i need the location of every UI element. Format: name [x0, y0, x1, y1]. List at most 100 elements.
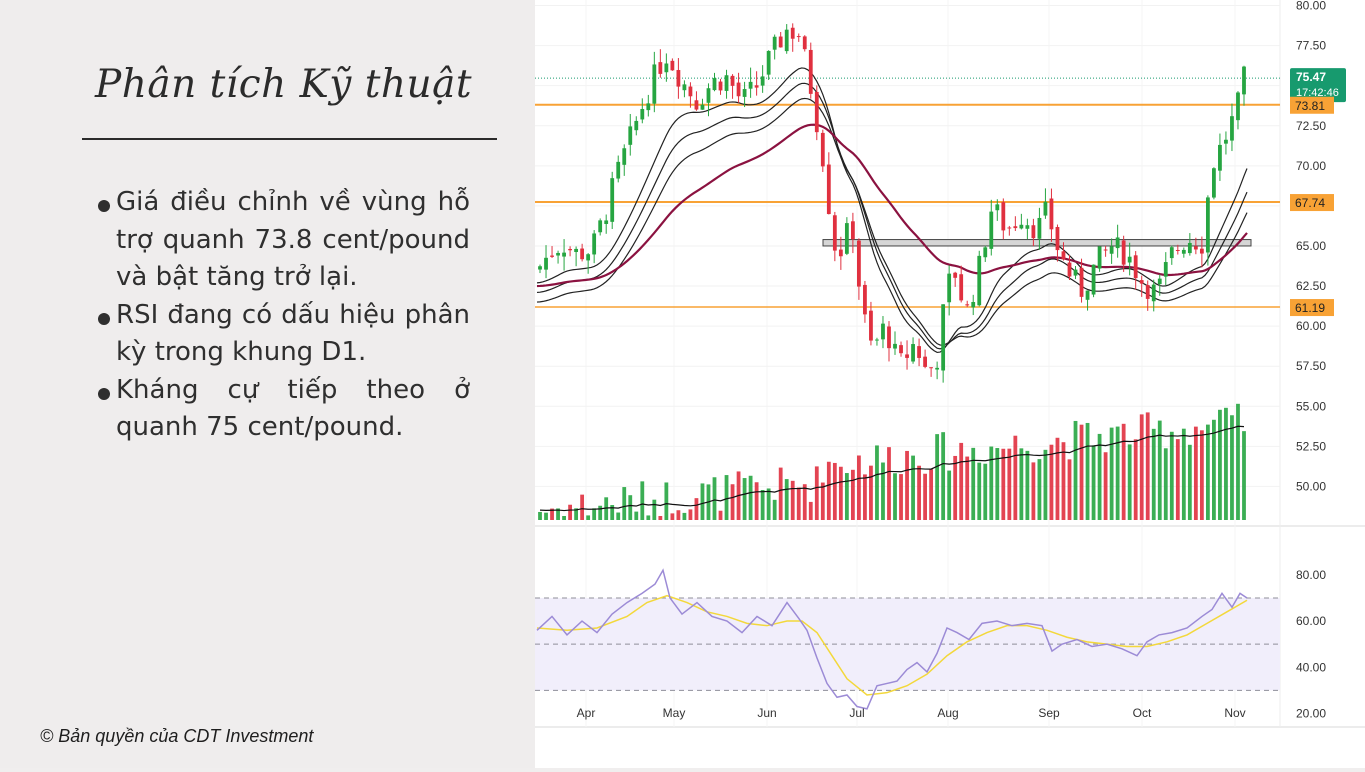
candle-body [887, 326, 891, 349]
candle-body [947, 273, 952, 303]
candle-body [971, 301, 976, 308]
volume-bar [1055, 437, 1060, 520]
volume-bar [863, 474, 867, 520]
price-tick-label: 62.50 [1296, 279, 1326, 293]
candle-body [929, 367, 934, 369]
moving-average-layer [536, 67, 1248, 354]
volume-bar [1242, 431, 1246, 520]
volume-bar [1067, 459, 1072, 520]
volume-bar [1205, 424, 1210, 520]
candle-body [989, 211, 994, 249]
candle-body [1043, 201, 1048, 216]
candle-body [965, 304, 970, 306]
volume-bar [989, 446, 994, 520]
candle-body [766, 50, 771, 75]
level-tag [1290, 194, 1334, 212]
candle-body [1103, 249, 1108, 251]
volume-layer [538, 403, 1246, 520]
volume-bar [1043, 449, 1048, 520]
volume-bar [1007, 448, 1012, 520]
volume-bar [1073, 420, 1078, 520]
volume-bar [724, 475, 729, 520]
candle-body [610, 178, 615, 222]
price-chart-svg: 50.0052.5055.0057.5060.0062.5065.0067.50… [535, 0, 1365, 768]
candle-body [592, 233, 597, 255]
bullet-dot-icon [98, 387, 110, 400]
candle-body [1157, 278, 1162, 285]
volume-bar [935, 434, 940, 520]
volume-bar [1236, 403, 1240, 520]
candle-body [820, 132, 825, 167]
volume-bar [592, 508, 597, 520]
volume-bar [995, 448, 1000, 520]
volume-bar [1097, 433, 1102, 520]
volume-bar [881, 462, 885, 520]
candle-body [857, 240, 861, 287]
volume-bar [760, 489, 765, 520]
candle-body [923, 356, 927, 367]
time-tick-label: Jul [849, 706, 864, 720]
price-tick-label: 77.50 [1296, 39, 1326, 53]
volume-bar [676, 510, 681, 520]
candle-body [1037, 217, 1042, 239]
bullet-list: Giá điều chỉnh về vùng hỗ trợ quanh 73.8… [98, 184, 470, 447]
current-price-label: 75.47 [1296, 70, 1326, 84]
volume-bar [1019, 448, 1024, 520]
volume-bar [983, 463, 988, 520]
volume-bar [766, 488, 771, 520]
volume-bar [953, 455, 958, 520]
candle-body [556, 252, 560, 256]
candle-body [790, 27, 795, 39]
candle-body [1218, 144, 1222, 171]
volume-bar [911, 455, 915, 520]
candle-body [1001, 202, 1006, 231]
volume-bar [784, 479, 789, 520]
candle-body [754, 85, 759, 88]
level-tag [1290, 299, 1334, 317]
volume-bar [917, 465, 921, 520]
volume-bar [1139, 414, 1144, 520]
support-zone-box [822, 239, 1252, 247]
title-divider [82, 138, 497, 140]
candle-body [802, 36, 807, 50]
candle-body [772, 36, 777, 50]
candle-body [983, 247, 988, 258]
candle-body [850, 221, 855, 240]
volume-bar [869, 465, 873, 520]
page-title: Phân tích Kỹ thuật [95, 62, 473, 107]
candle-body [995, 204, 1000, 211]
candle-body [1097, 246, 1102, 269]
volume-bar [616, 512, 621, 520]
candle-body [1085, 290, 1090, 300]
candle-body [1139, 280, 1144, 284]
time-tick-label: Nov [1224, 706, 1245, 720]
candle-body [652, 64, 657, 104]
volume-bar [664, 482, 669, 520]
candle-body [1049, 198, 1054, 230]
candle-body [832, 215, 837, 251]
candle-body [646, 103, 651, 111]
price-tick-label: 50.00 [1296, 479, 1326, 493]
candle-body [1109, 246, 1114, 254]
candle-body [1073, 269, 1078, 276]
volume-bar [748, 475, 753, 520]
candle-body [706, 88, 711, 103]
volume-bar [772, 499, 777, 520]
volume-bar [1133, 439, 1138, 520]
time-tick-label: Oct [1133, 706, 1152, 720]
volume-bar [574, 508, 579, 520]
volume-bar [550, 508, 554, 520]
candle-body [917, 346, 921, 358]
rsi-ma-line [536, 594, 1248, 696]
volume-bar [1025, 450, 1030, 520]
candle-body [742, 89, 747, 97]
rsi-tick-label: 80.00 [1296, 568, 1326, 582]
volume-bar [640, 481, 645, 520]
volume-bar [1187, 444, 1192, 520]
candle-body [1019, 224, 1024, 229]
volume-bar [1115, 426, 1120, 520]
candle-body [760, 76, 765, 86]
volume-bar [838, 466, 843, 520]
candle-body [562, 252, 566, 257]
